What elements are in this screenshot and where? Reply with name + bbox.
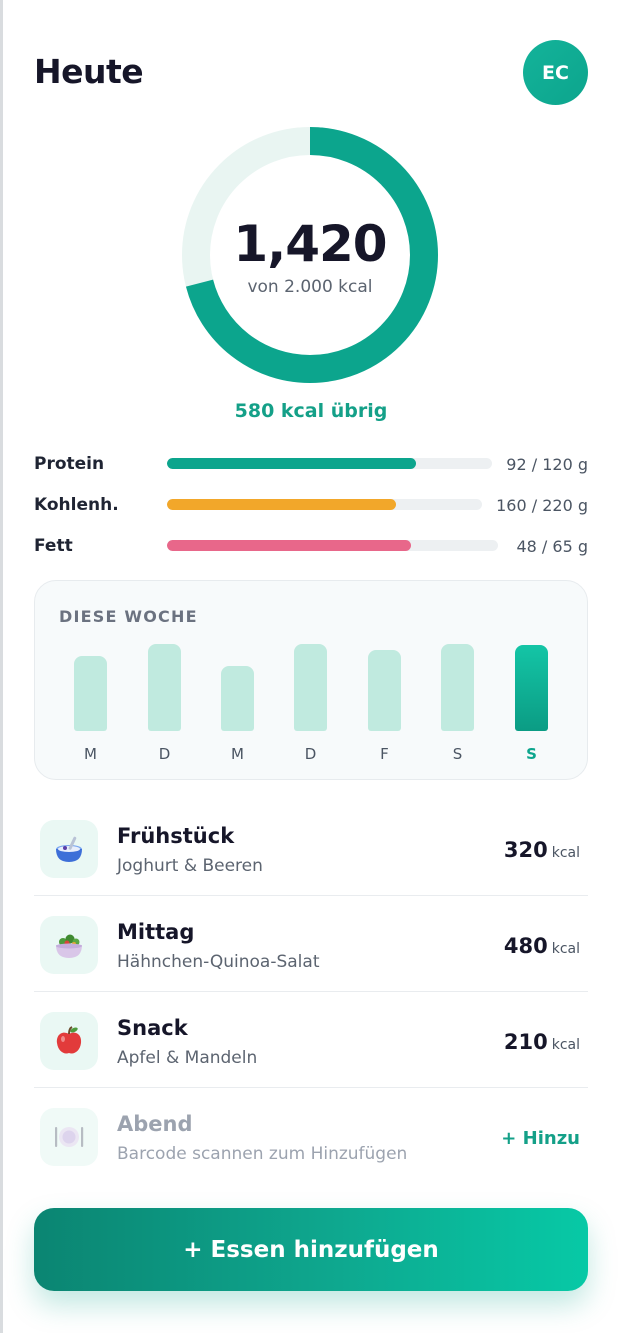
yogurt-bowl-icon [40, 820, 98, 878]
week-bar[interactable] [368, 650, 401, 731]
meal-name: Abend [117, 1112, 193, 1136]
macro-fill [167, 458, 417, 469]
window-edge [0, 0, 3, 1333]
add-food-button[interactable]: + Essen hinzufügen [34, 1208, 588, 1291]
calories-goal: von 2.000 kcal [247, 277, 373, 297]
macro-track [167, 540, 498, 551]
day-label: M [231, 745, 244, 763]
day-label: D [304, 745, 317, 763]
meal-calories: 480 kcal [504, 934, 580, 958]
calorie-ring: 1,420 von 2.000 kcal [182, 127, 438, 383]
macro-list: Protein 92 / 120 g Kohlenh. 160 / 220 g … [34, 450, 588, 573]
macro-carbs: Kohlenh. 160 / 220 g [34, 491, 588, 532]
meal-description: Hähnchen-Quinoa-Salat [117, 952, 320, 972]
apple-icon [40, 1012, 98, 1070]
meal-row-breakfast[interactable]: Frühstück Joghurt & Beeren 320 kcal [34, 800, 588, 896]
weekly-overview-card: DIESE WOCHE M D M D F S S [34, 580, 588, 780]
macro-fat: Fett 48 / 65 g [34, 532, 588, 573]
calories-remaining: 580 kcal übrig [234, 400, 388, 422]
macro-label: Fett [34, 536, 73, 556]
week-bar[interactable] [441, 644, 474, 731]
week-bar[interactable] [515, 645, 548, 731]
meal-calories: 210 kcal [504, 1030, 580, 1054]
calories-consumed: 1,420 [233, 215, 387, 273]
meal-kcal-value: 480 [503, 934, 548, 958]
week-bar[interactable] [74, 656, 107, 731]
macro-label: Protein [34, 454, 105, 474]
page-title: Heute [34, 52, 144, 91]
today-screen: Heute EC 1,420 von 2.000 kcal 580 kcal ü… [34, 0, 588, 1333]
macro-amount: 92 / 120 g [506, 455, 588, 474]
day-label: F [380, 745, 389, 763]
meal-kcal-unit: kcal [551, 845, 580, 861]
week-bar[interactable] [221, 666, 254, 731]
macro-track [167, 499, 482, 510]
meal-kcal-unit: kcal [551, 941, 580, 957]
meal-row-snack[interactable]: Snack Apfel & Mandeln 210 kcal [34, 992, 588, 1088]
day-label: S [526, 745, 537, 763]
meal-description: Joghurt & Beeren [117, 856, 263, 876]
meal-row-dinner[interactable]: Abend Barcode scannen zum Hinzufügen + H… [34, 1088, 588, 1184]
ring-progress [182, 127, 438, 383]
meal-list: Frühstück Joghurt & Beeren 320 kcal Mitta… [34, 800, 588, 1184]
header: Heute EC [34, 40, 588, 105]
calorie-ring-chart [182, 127, 438, 383]
meal-description: Barcode scannen zum Hinzufügen [117, 1144, 408, 1164]
macro-fill [167, 499, 396, 510]
macro-amount: 48 / 65 g [516, 537, 588, 556]
week-bars [59, 639, 565, 731]
meal-name: Frühstück [117, 824, 235, 848]
week-bar[interactable] [148, 644, 181, 731]
week-title: DIESE WOCHE [59, 607, 198, 626]
meal-description: Apfel & Mandeln [117, 1048, 258, 1068]
macro-protein: Protein 92 / 120 g [34, 450, 588, 491]
week-bar[interactable] [294, 644, 327, 731]
day-label: S [452, 745, 463, 763]
plate-cutlery-icon [40, 1108, 98, 1166]
meal-name: Mittag [117, 920, 195, 944]
avatar[interactable]: EC [523, 40, 588, 105]
macro-amount: 160 / 220 g [496, 496, 588, 515]
meal-row-lunch[interactable]: Mittag Hähnchen-Quinoa-Salat 480 kcal [34, 896, 588, 992]
day-label: D [158, 745, 171, 763]
day-label: M [84, 745, 97, 763]
ring-center: 1,420 von 2.000 kcal [182, 127, 438, 383]
add-dinner-button[interactable]: + Hinzu [501, 1128, 580, 1149]
meal-kcal-value: 210 [503, 1030, 548, 1054]
macro-track [167, 458, 492, 469]
macro-fill [167, 540, 412, 551]
meal-name: Snack [117, 1016, 188, 1040]
meal-kcal-unit: kcal [551, 1037, 580, 1053]
salad-icon [40, 916, 98, 974]
macro-label: Kohlenh. [34, 495, 119, 515]
meal-kcal-value: 320 [503, 838, 548, 862]
meal-calories: 320 kcal [504, 838, 580, 862]
